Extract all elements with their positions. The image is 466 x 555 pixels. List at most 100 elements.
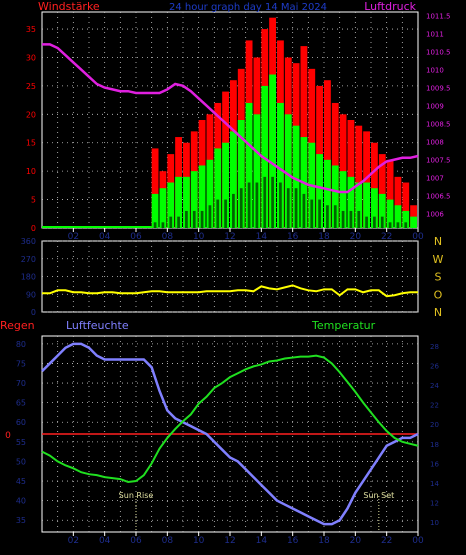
y-left-tick-label: 5 <box>31 196 36 205</box>
x-tick-label: 12 <box>224 232 235 242</box>
y-right-tick-label: 10 <box>430 519 439 527</box>
humidity-line <box>41 342 419 526</box>
wind-gust-bar <box>371 142 378 228</box>
wind-avg-bar <box>230 131 237 228</box>
y-right-tick-label: 14 <box>430 480 439 488</box>
y-right-tick-label: 1011.5 <box>426 13 451 21</box>
y-right-tick-label: 1009.5 <box>426 85 451 93</box>
wind-avg-bar <box>198 165 206 228</box>
y-left-tick-label: 50 <box>16 457 26 466</box>
wind-min-bar <box>153 222 157 228</box>
x-tick-label: 16 <box>287 536 299 546</box>
x-tick-label: 10 <box>193 536 205 546</box>
wind-min-bar <box>239 188 243 228</box>
y-tick-label: 90 <box>26 290 36 299</box>
wind-min-bar <box>318 199 321 228</box>
y-left-tick-label: 65 <box>16 399 26 408</box>
wind-title: Windstärke <box>38 0 100 13</box>
wind-avg-bar <box>151 193 159 228</box>
wind-min-bar <box>310 199 314 228</box>
x-tick-label: 20 <box>350 536 362 546</box>
wind-min-bar <box>185 210 188 228</box>
y-left-tick-label: 70 <box>16 379 26 388</box>
wind-min-bar <box>192 210 196 228</box>
wind-avg-bar <box>292 125 300 228</box>
wind-min-bar <box>294 188 298 228</box>
x-tick-label: 16 <box>287 232 299 242</box>
wind-avg-bar <box>206 159 214 228</box>
temperature-title: Temperatur <box>311 319 376 332</box>
y-tick-label: 0 <box>31 308 36 317</box>
x-tick-label: 06 <box>130 536 142 546</box>
x-tick-label: 08 <box>162 536 174 546</box>
wind-min-bar <box>161 222 165 228</box>
wind-avg-bar <box>371 188 378 228</box>
compass-label: N <box>434 235 442 248</box>
x-tick-label: 04 <box>99 232 111 242</box>
y-right-tick-label: 20 <box>430 421 439 429</box>
x-tick-label: 06 <box>130 232 142 242</box>
pressure-title: Luftdruck <box>364 0 416 13</box>
wind-avg-bar <box>190 171 198 228</box>
y-right-tick-label: 1010 <box>426 67 444 75</box>
wind-avg-bar <box>245 102 253 228</box>
x-tick-label: 00 <box>412 536 424 546</box>
temperature-line <box>41 354 419 484</box>
humidity-temperature-chart: 35 40 45 50 55 60 65 70 75 80 10 12 14 16 18 20 22 24 26 28… <box>5 335 439 546</box>
y-right-tick-label: 1008 <box>426 139 444 147</box>
y-left-tick-label: 25 <box>26 82 36 91</box>
wind-gust-bar <box>386 159 394 228</box>
wind-min-bar <box>232 193 235 228</box>
y-left-tick-label: 20 <box>26 110 36 119</box>
wind-min-bar <box>373 216 376 228</box>
wind-avg-bar <box>159 188 167 228</box>
y-left-tick-label: 35 <box>16 516 26 525</box>
wind-min-bar <box>396 222 400 228</box>
y-left-tick-label: 10 <box>26 167 36 176</box>
wind-avg-bar <box>269 74 276 229</box>
y-right-tick-label: 22 <box>430 402 439 410</box>
x-tick-label: 08 <box>162 232 174 242</box>
wind-avg-bar <box>222 142 229 228</box>
compass-label: O <box>434 288 443 301</box>
wind-avg-bar <box>167 182 175 228</box>
y-left-tick-label: 75 <box>16 359 26 368</box>
x-tick-label: 14 <box>256 232 268 242</box>
wind-min-bar <box>333 205 337 228</box>
wind-min-bar <box>286 188 290 228</box>
wind-avg-bar <box>214 148 222 228</box>
wind-min-bar <box>380 216 384 228</box>
x-tick-label: 20 <box>350 232 362 242</box>
wind-direction-line <box>42 284 418 298</box>
wind-avg-bar <box>175 176 182 228</box>
y-right-tick-label: 1006.5 <box>426 193 451 201</box>
wind-gust-bar <box>355 125 363 228</box>
humidity-title: Luftfeuchte <box>66 319 129 332</box>
wind-avg-bar <box>394 205 402 228</box>
wind-avg-bar <box>237 120 245 228</box>
x-tick-label: 14 <box>256 536 268 546</box>
wind-avg-bar <box>253 114 261 228</box>
wind-min-bar <box>357 210 361 228</box>
y-right-tick-label: 24 <box>430 382 439 390</box>
compass-label: W <box>433 253 444 266</box>
y-left-tick-label: 30 <box>26 53 36 62</box>
compass-label: S <box>435 271 442 284</box>
x-tick-label: 22 <box>381 232 392 242</box>
x-tick-label: 18 <box>318 536 330 546</box>
y-right-tick-label: 1008.5 <box>426 121 451 129</box>
wind-min-bar <box>200 210 204 228</box>
y-tick-label: 360 <box>21 237 36 246</box>
wind-gust-bar <box>378 154 386 228</box>
pressure-line <box>42 43 419 194</box>
y-tick-label: 270 <box>21 255 36 264</box>
wind-min-bar <box>404 222 408 228</box>
wind-gust-bar <box>394 176 402 228</box>
sun-marker-label: Sun Rise <box>119 491 154 500</box>
wind-min-bar <box>349 210 353 228</box>
y-right-tick-label: 26 <box>430 362 439 370</box>
y-left-tick-label: 15 <box>26 139 36 148</box>
wind-avg-bar <box>284 114 292 228</box>
wind-min-bar <box>326 205 329 228</box>
